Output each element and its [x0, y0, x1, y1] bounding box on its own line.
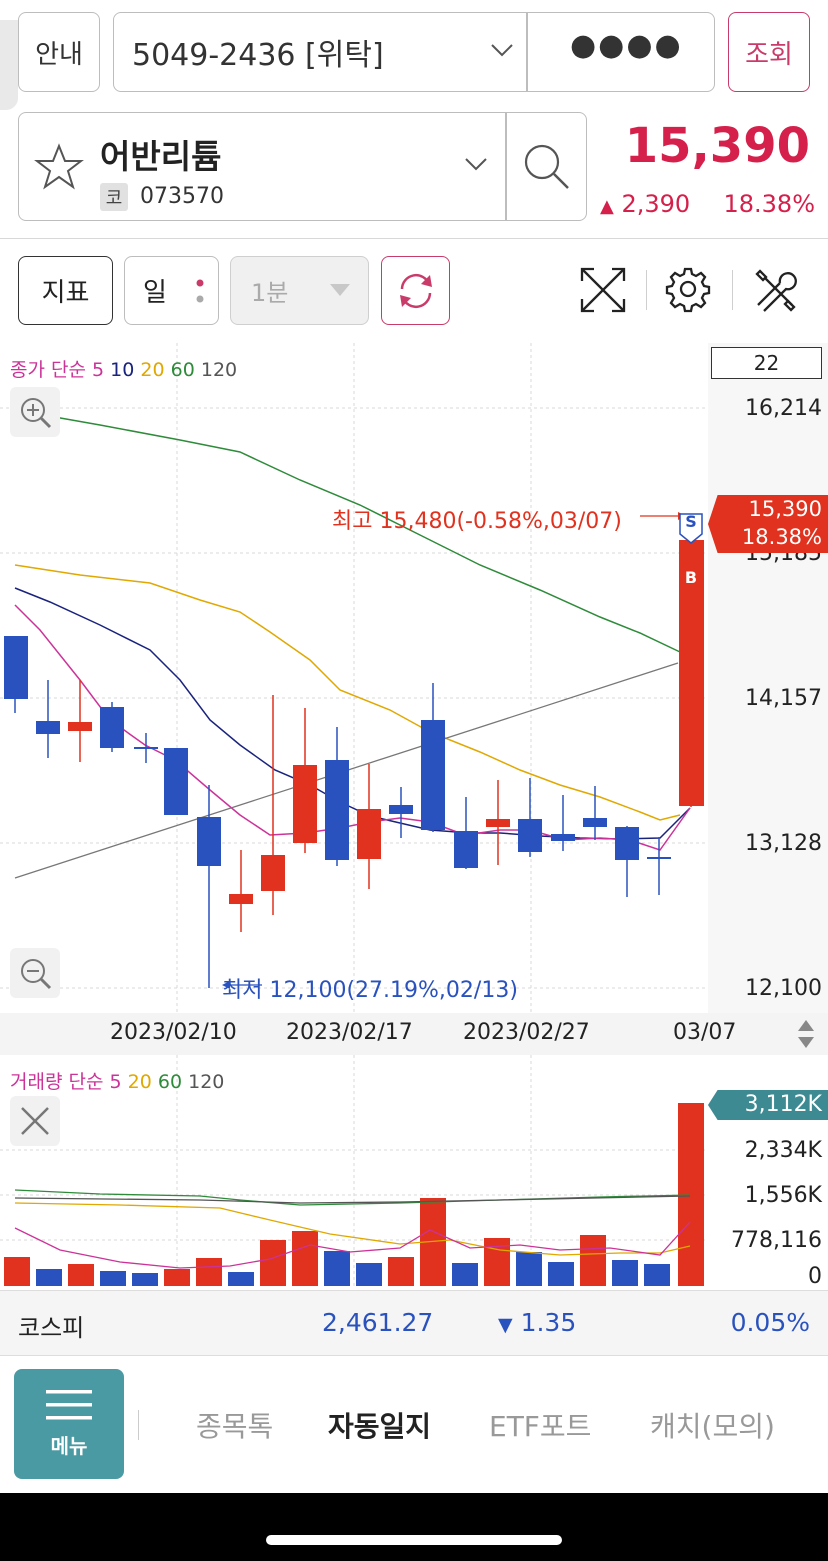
low-price-label: 최저 12,100(27.19%,02/13): [222, 978, 518, 1003]
guide-button-label: 안내: [35, 39, 83, 70]
more-dots-icon: [196, 279, 204, 303]
stock-name: 어반리튬: [100, 137, 222, 176]
current-price-tag: 15,390 18.38%: [708, 495, 828, 553]
expand-icon[interactable]: [578, 265, 628, 315]
query-button-label: 조회: [745, 39, 793, 70]
price-legend[interactable]: 종가 단순 5 10 20 60 120: [10, 355, 237, 382]
close-icon[interactable]: [10, 1096, 60, 1146]
candle-count-input[interactable]: 22: [711, 347, 822, 379]
menu-button-label: 메뉴: [50, 1434, 88, 1458]
account-select[interactable]: [113, 12, 715, 92]
nav-tab-auto-journal[interactable]: 자동일지: [328, 1410, 432, 1443]
buy-marker: B: [684, 568, 698, 587]
x-axis-label: 2023/02/17: [286, 1020, 413, 1045]
guide-button[interactable]: 안내: [18, 12, 100, 92]
period-button[interactable]: 일: [124, 256, 219, 325]
account-number: 5049-2436 [위탁]: [132, 38, 384, 73]
legend-ma20: 20: [127, 1071, 152, 1093]
index-change-value: 1.35: [520, 1308, 577, 1337]
index-change: ▼ 1.35: [498, 1308, 576, 1337]
account-divider: [526, 12, 528, 92]
y-axis-label: 13,128: [745, 831, 822, 856]
hamburger-icon: [46, 1390, 92, 1420]
side-drawer-handle[interactable]: [0, 20, 18, 110]
nav-divider: [138, 1410, 139, 1440]
star-icon[interactable]: [34, 142, 84, 192]
y-axis-label: 12,100: [745, 976, 822, 1001]
x-axis-label: 03/07: [673, 1020, 737, 1045]
zoom-in-icon[interactable]: [10, 387, 60, 437]
ma5-line: [14, 604, 691, 851]
ma60-line: [14, 409, 681, 653]
price-change: 2,390: [621, 190, 691, 218]
caret-down-icon: [330, 284, 350, 296]
legend-ma20: 20: [140, 359, 165, 381]
down-arrow-icon: ▼: [498, 1314, 513, 1336]
chevron-down-icon: [491, 44, 513, 57]
market-badge: 코: [100, 183, 128, 211]
system-bar: [0, 1493, 828, 1561]
toolbar-divider: [646, 270, 647, 310]
volume-y-label: 1,556K: [744, 1183, 822, 1208]
price-tag-rate: 18.38%: [741, 525, 822, 549]
gear-icon[interactable]: [664, 265, 712, 313]
indicator-button[interactable]: 지표: [18, 256, 113, 325]
indicator-button-label: 지표: [41, 278, 90, 308]
refresh-button[interactable]: [381, 256, 450, 325]
legend-ma5: 5: [92, 359, 105, 381]
home-indicator[interactable]: [266, 1535, 562, 1545]
index-name: 코스피: [18, 1314, 85, 1342]
volume-y-label: 2,334K: [744, 1138, 822, 1163]
header-separator: [0, 238, 828, 239]
resize-arrows-icon[interactable]: [796, 1018, 816, 1050]
refresh-icon: [399, 273, 432, 308]
up-arrow-icon: ▲: [600, 196, 614, 217]
minute-select-label: 1분: [251, 279, 289, 307]
volume-chart[interactable]: [0, 1055, 828, 1290]
current-price: 15,390: [624, 118, 810, 174]
minute-select: 1분: [230, 256, 369, 325]
volume-y-label: 778,116: [731, 1228, 822, 1253]
ma20-line: [14, 564, 681, 821]
legend-ma120: 120: [188, 1071, 225, 1093]
legend-ma60: 60: [157, 1071, 183, 1093]
price-tag-value: 15,390: [748, 497, 822, 521]
password-field[interactable]: ●●●●: [570, 28, 683, 63]
zoom-out-icon[interactable]: [10, 948, 60, 998]
legend-title: 거래량 단순: [10, 1071, 104, 1093]
toolbar-divider: [732, 270, 733, 310]
search-icon[interactable]: [520, 140, 574, 194]
tools-icon[interactable]: [752, 265, 800, 313]
high-price-label: 최고 15,480(-0.58%,03/07): [332, 509, 622, 534]
volume-tag: 3,112K: [708, 1090, 828, 1120]
legend-ma5: 5: [109, 1071, 122, 1093]
index-value: 2,461.27: [322, 1308, 434, 1337]
date-axis[interactable]: [0, 1013, 828, 1055]
price-chart[interactable]: [0, 343, 828, 1013]
x-axis-label: 2023/02/27: [463, 1020, 590, 1045]
price-change-rate: 18.38%: [723, 190, 815, 218]
legend-ma120: 120: [200, 359, 238, 381]
price-change-row: ▲ 2,390 18.38%: [600, 190, 815, 218]
nav-tab-catch[interactable]: 캐치(모의): [650, 1410, 775, 1443]
stock-divider: [505, 112, 507, 221]
index-rate: 0.05%: [730, 1308, 810, 1337]
nav-tab-etf-port[interactable]: ETF포트: [489, 1410, 592, 1443]
y-axis-label: 14,157: [745, 686, 822, 711]
x-axis-label: 2023/02/10: [110, 1020, 237, 1045]
legend-ma60: 60: [170, 359, 195, 381]
sell-marker: S: [685, 512, 697, 531]
query-button[interactable]: 조회: [728, 12, 810, 92]
volume-y-label: 0: [808, 1264, 822, 1289]
stock-code: 073570: [140, 184, 224, 209]
market-index-row[interactable]: [0, 1290, 828, 1356]
legend-ma10: 10: [110, 359, 135, 381]
legend-title: 종가 단순: [10, 359, 86, 381]
volume-legend[interactable]: 거래량 단순 5 20 60 120: [10, 1067, 224, 1094]
chevron-down-icon: [465, 158, 487, 171]
y-axis-label: 16,214: [745, 396, 822, 421]
nav-tab-stock-talk[interactable]: 종목톡: [196, 1410, 274, 1443]
menu-button[interactable]: [14, 1369, 124, 1479]
period-button-label: 일: [143, 278, 167, 308]
